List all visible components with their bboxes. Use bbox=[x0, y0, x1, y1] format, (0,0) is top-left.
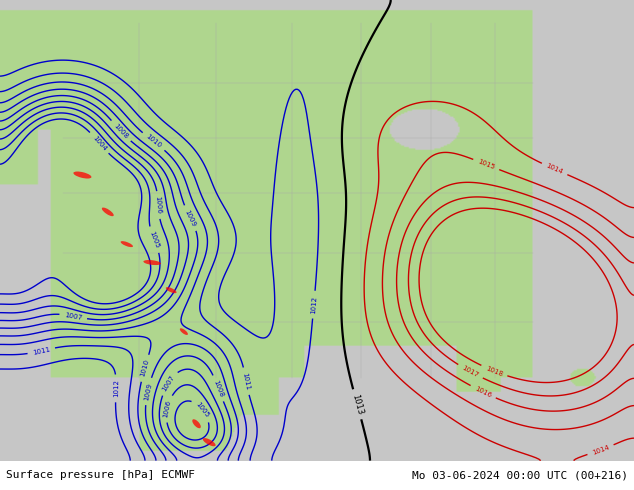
Text: 1015: 1015 bbox=[477, 158, 496, 171]
Ellipse shape bbox=[180, 328, 188, 335]
Ellipse shape bbox=[102, 208, 113, 216]
Text: 1010: 1010 bbox=[145, 134, 162, 149]
Text: 1010: 1010 bbox=[139, 359, 150, 378]
Text: 1007: 1007 bbox=[64, 312, 82, 321]
Text: 1006: 1006 bbox=[155, 196, 162, 214]
Ellipse shape bbox=[203, 438, 216, 446]
Text: 1005: 1005 bbox=[148, 230, 160, 249]
Ellipse shape bbox=[120, 241, 133, 247]
Text: 1017: 1017 bbox=[461, 365, 480, 379]
Text: Surface pressure [hPa] ECMWF: Surface pressure [hPa] ECMWF bbox=[6, 470, 195, 480]
Text: 1013: 1013 bbox=[350, 393, 365, 416]
Text: 1008: 1008 bbox=[112, 122, 129, 140]
Ellipse shape bbox=[192, 419, 201, 428]
Text: Mo 03-06-2024 00:00 UTC (00+216): Mo 03-06-2024 00:00 UTC (00+216) bbox=[411, 470, 628, 480]
Text: 1007: 1007 bbox=[161, 374, 176, 392]
Text: 1005: 1005 bbox=[195, 401, 210, 419]
Text: 1018: 1018 bbox=[485, 365, 503, 377]
Text: 1004: 1004 bbox=[91, 134, 107, 151]
Text: 1014: 1014 bbox=[592, 444, 610, 456]
Text: 1011: 1011 bbox=[32, 346, 51, 356]
Text: 1009: 1009 bbox=[143, 382, 153, 401]
Ellipse shape bbox=[143, 260, 161, 265]
Text: 1012: 1012 bbox=[113, 379, 119, 397]
Text: 1016: 1016 bbox=[474, 385, 493, 399]
Text: 1008: 1008 bbox=[212, 379, 224, 398]
Text: 1011: 1011 bbox=[242, 372, 251, 391]
Text: 1006: 1006 bbox=[162, 399, 172, 418]
Ellipse shape bbox=[165, 287, 177, 293]
Text: 1012: 1012 bbox=[310, 295, 318, 314]
Ellipse shape bbox=[74, 172, 91, 178]
Text: 1014: 1014 bbox=[545, 163, 564, 175]
Text: 1009: 1009 bbox=[184, 209, 197, 227]
